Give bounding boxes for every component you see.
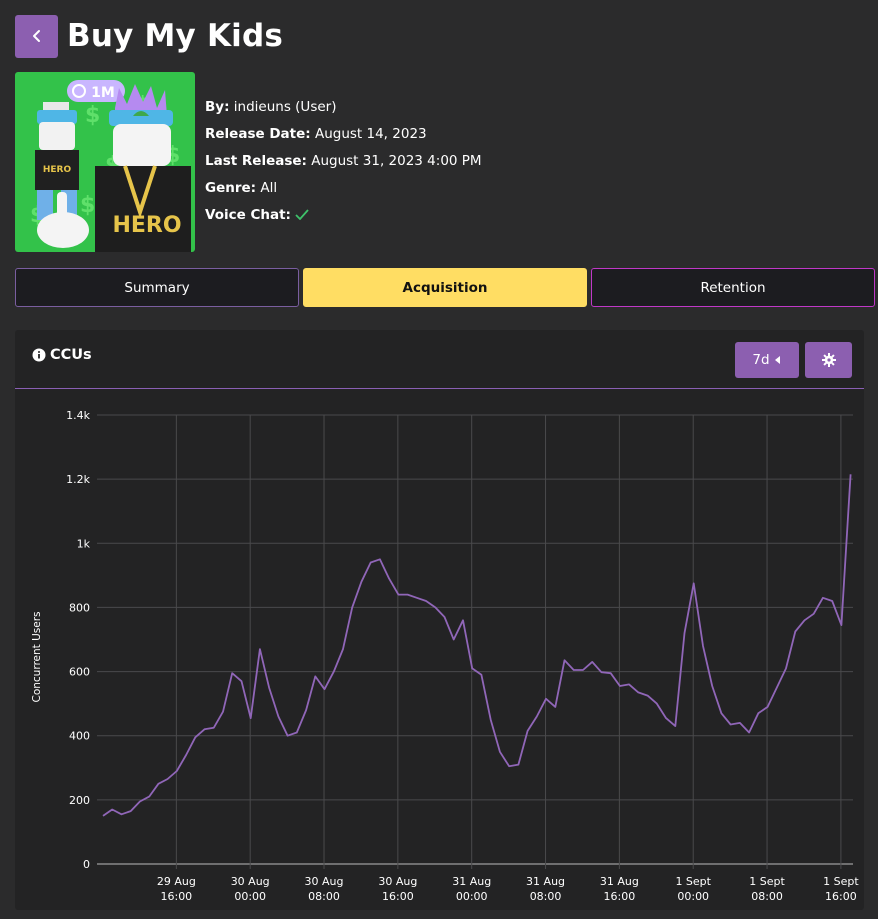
release-date-value: August 14, 2023 <box>314 126 427 142</box>
x-tick-label-date: 31 Aug <box>600 875 639 888</box>
settings-button[interactable] <box>805 342 852 378</box>
ccu-line-chart: 0 200 400 600 800 1k 1.2k 1.4k 29 Aug 16:00 30 Aug… <box>31 409 859 903</box>
x-tick-label-date: 29 Aug <box>157 875 196 888</box>
caret-left-icon <box>774 356 780 364</box>
x-tick-label-date: 31 Aug <box>526 875 565 888</box>
x-tick-label-time: 00:00 <box>677 890 709 903</box>
info-last-release: Last Release: August 31, 2023 4:00 PM <box>205 153 482 169</box>
info-genre: Genre: All <box>205 180 278 196</box>
card-header: CCUs 7d <box>15 330 864 389</box>
back-button[interactable] <box>15 14 58 58</box>
svg-text:$: $ <box>80 193 95 218</box>
range-dropdown-button[interactable]: 7d <box>735 342 799 378</box>
tab-bar: Summary Acquisition Retention <box>15 268 875 309</box>
genre-value: All <box>260 180 278 196</box>
x-tick-label-date: 31 Aug <box>452 875 491 888</box>
checkmark-icon <box>295 209 309 221</box>
badge-text: 1M <box>91 85 115 101</box>
y-tick-label: 1.2k <box>66 473 90 486</box>
x-tick-label-time: 08:00 <box>308 890 340 903</box>
y-tick-label: 1k <box>77 537 91 550</box>
x-tick-label-date: 30 Aug <box>231 875 270 888</box>
tab-retention[interactable]: Retention <box>591 268 875 307</box>
y-tick-label: 200 <box>69 794 90 807</box>
y-tick-label: 400 <box>69 730 90 743</box>
x-tick-label-date: 1 Sept <box>749 875 785 888</box>
ccu-card: CCUs 7d <box>15 330 864 910</box>
last-release-value: August 31, 2023 4:00 PM <box>311 153 482 169</box>
card-title: CCUs <box>32 347 92 363</box>
chain-text-right: HERO <box>112 213 181 238</box>
page-title: Buy My Kids <box>67 18 284 54</box>
y-axis-label: Concurrent Users <box>31 611 43 702</box>
x-tick-label-time: 00:00 <box>456 890 488 903</box>
tab-summary[interactable]: Summary <box>15 268 299 307</box>
y-tick-label: 600 <box>69 666 90 679</box>
chevron-left-icon <box>32 30 40 42</box>
x-tick-label-time: 08:00 <box>530 890 562 903</box>
svg-text:$: $ <box>85 103 100 128</box>
x-tick-label-time: 16:00 <box>825 890 857 903</box>
x-tick-label-date: 1 Sept <box>675 875 711 888</box>
info-voice-chat: Voice Chat: <box>205 202 482 229</box>
x-tick-label-date: 30 Aug <box>378 875 417 888</box>
y-tick-label: 0 <box>83 858 90 871</box>
x-tick-label-time: 08:00 <box>751 890 783 903</box>
x-tick-label-date: 30 Aug <box>305 875 344 888</box>
creator-value: indieuns (User) <box>233 99 337 115</box>
card-title-text: CCUs <box>50 347 92 363</box>
gear-icon <box>821 353 836 367</box>
info-release-date: Release Date: August 14, 2023 <box>205 126 427 142</box>
game-thumbnail: $$$ $$$ $$ HERO 1M HERO <box>15 72 195 252</box>
y-tick-label: 1.4k <box>66 409 90 422</box>
info-creator: By: indieuns (User) <box>205 99 337 115</box>
game-info: By: indieuns (User) Release Date: August… <box>205 94 482 229</box>
x-tick-label-time: 16:00 <box>382 890 414 903</box>
x-tick-label-date: 1 Sept <box>823 875 859 888</box>
x-tick-label-time: 16:00 <box>160 890 192 903</box>
range-label: 7d <box>752 352 770 368</box>
chain-text-left: HERO <box>43 165 72 175</box>
info-icon[interactable] <box>32 348 46 362</box>
x-tick-label-time: 00:00 <box>234 890 266 903</box>
page-header: Buy My Kids <box>15 14 283 58</box>
y-tick-label: 800 <box>69 601 90 614</box>
tab-acquisition[interactable]: Acquisition <box>303 268 587 307</box>
x-tick-label-time: 16:00 <box>604 890 636 903</box>
ccu-series-line <box>102 474 852 817</box>
